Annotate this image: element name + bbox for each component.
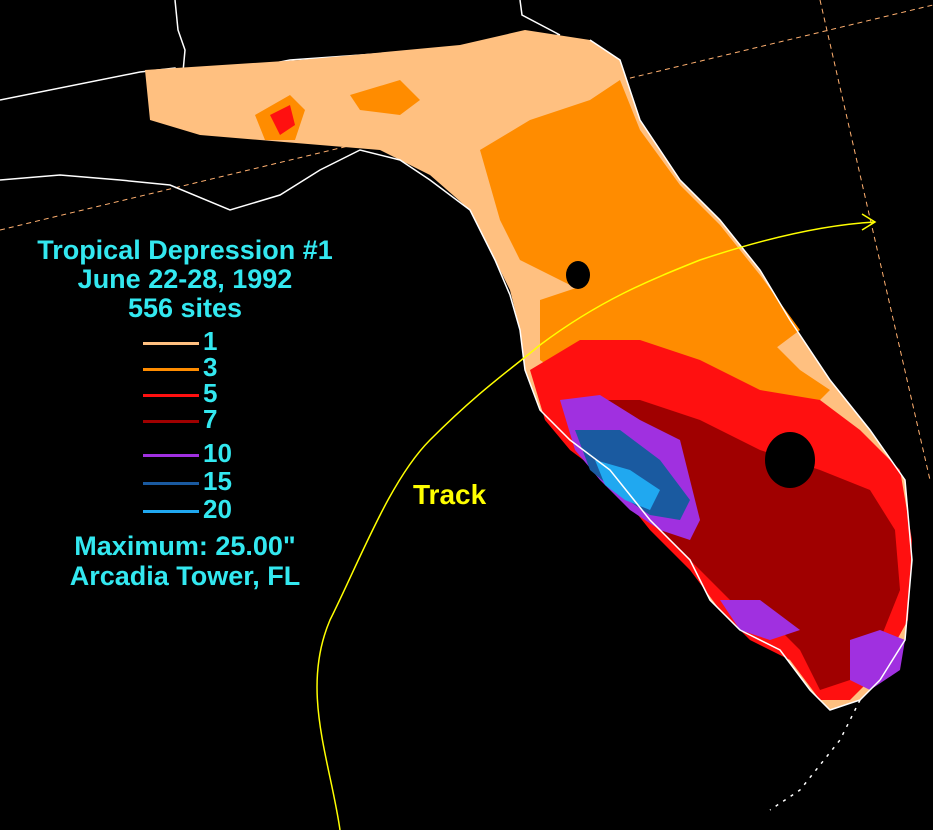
coastline [0, 39, 913, 811]
legend-label: 20 [203, 494, 232, 524]
region-3in [480, 80, 800, 360]
legend-swatch [143, 482, 199, 485]
gulf-coastline [0, 149, 881, 711]
legend-label: 7 [203, 404, 218, 434]
track-arrowhead [861, 213, 877, 231]
legend-label: 10 [203, 438, 232, 468]
maximum-location: Arcadia Tower, FL [69, 561, 301, 591]
legend-swatch [143, 454, 199, 457]
legend-item-5: 5 [143, 378, 273, 408]
title-line1: Tropical Depression #1 [37, 235, 333, 265]
legend-label: 3 [203, 352, 218, 382]
florida-keys [769, 699, 861, 811]
legend-item-3: 3 [143, 352, 273, 382]
legend-label: 1 [203, 326, 218, 356]
florida-rainfall [145, 30, 912, 710]
legend-swatch [143, 510, 199, 513]
grid-line-lon [819, 0, 931, 481]
storm-track [316, 221, 876, 830]
track-label: Track [413, 479, 487, 510]
ga-sc-border [519, 0, 561, 36]
legend-item-7: 7 [143, 404, 273, 434]
lake-central [566, 261, 590, 289]
lake-okeechobee [765, 432, 815, 488]
title-line2: June 22-28, 1992 [77, 264, 293, 294]
region-10in-keys [850, 630, 905, 690]
legend-swatch [143, 342, 199, 345]
title-line3: 556 sites [127, 293, 243, 323]
legend-item-20: 20 [143, 494, 273, 524]
region-5in-spot [270, 105, 295, 135]
legend-swatch [143, 368, 199, 371]
legend-label: 5 [203, 378, 218, 408]
legend-label: 15 [203, 466, 232, 496]
legend-swatch [143, 420, 199, 423]
maximum-value: Maximum: 25.00" [74, 531, 296, 561]
legend-item-10: 10 [143, 438, 273, 468]
legend-item-15: 15 [143, 466, 273, 496]
al-ga-border [174, 0, 186, 73]
legend-swatch [143, 394, 199, 397]
region-3in-panhandle [350, 80, 420, 115]
legend-item-1: 1 [143, 326, 273, 356]
atlantic-coastline [589, 39, 913, 681]
